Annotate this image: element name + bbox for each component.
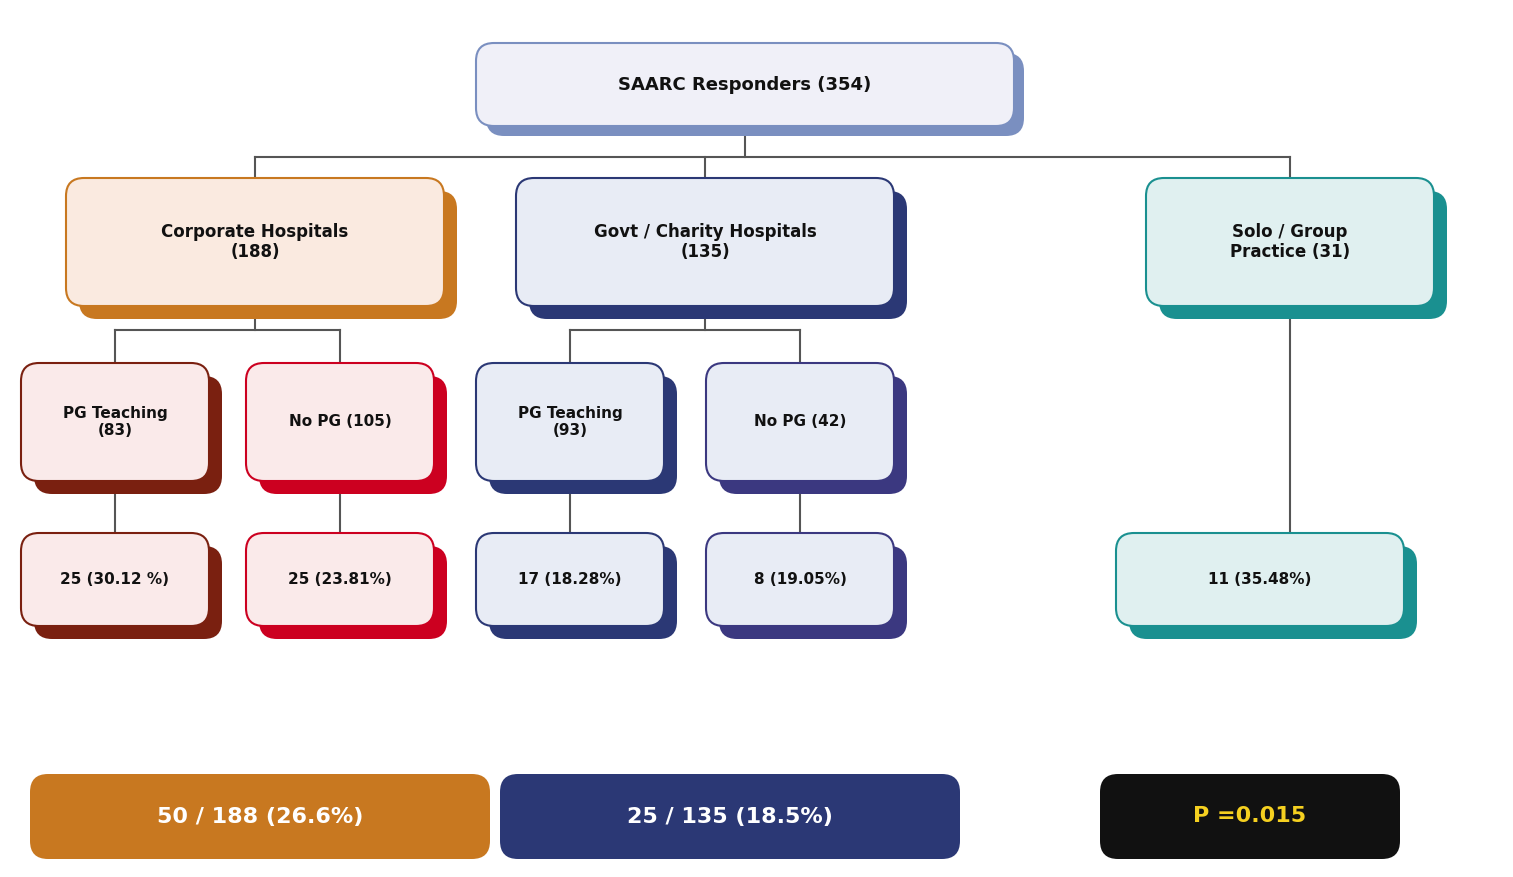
FancyBboxPatch shape xyxy=(1145,178,1434,306)
Text: 50 / 188 (26.6%): 50 / 188 (26.6%) xyxy=(157,807,363,826)
FancyBboxPatch shape xyxy=(499,774,961,859)
FancyBboxPatch shape xyxy=(247,363,434,481)
FancyBboxPatch shape xyxy=(707,533,894,626)
Text: 8 (19.05%): 8 (19.05%) xyxy=(753,572,846,587)
FancyBboxPatch shape xyxy=(21,533,209,626)
Text: No PG (42): No PG (42) xyxy=(753,415,846,430)
Text: Govt / Charity Hospitals
(135): Govt / Charity Hospitals (135) xyxy=(593,223,817,261)
Text: Corporate Hospitals
(188): Corporate Hospitals (188) xyxy=(162,223,348,261)
FancyBboxPatch shape xyxy=(530,191,906,319)
FancyBboxPatch shape xyxy=(33,546,222,639)
FancyBboxPatch shape xyxy=(33,376,222,494)
FancyBboxPatch shape xyxy=(30,774,490,859)
FancyBboxPatch shape xyxy=(21,363,209,481)
FancyBboxPatch shape xyxy=(486,53,1024,136)
FancyBboxPatch shape xyxy=(477,43,1014,126)
FancyBboxPatch shape xyxy=(1100,774,1400,859)
FancyBboxPatch shape xyxy=(79,191,457,319)
Text: P =0.015: P =0.015 xyxy=(1194,807,1307,826)
FancyBboxPatch shape xyxy=(1117,533,1404,626)
FancyBboxPatch shape xyxy=(489,376,676,494)
FancyBboxPatch shape xyxy=(516,178,894,306)
FancyBboxPatch shape xyxy=(489,546,676,639)
FancyBboxPatch shape xyxy=(719,376,906,494)
Text: 25 (30.12 %): 25 (30.12 %) xyxy=(61,572,169,587)
Text: 25 / 135 (18.5%): 25 / 135 (18.5%) xyxy=(626,807,834,826)
FancyBboxPatch shape xyxy=(259,546,446,639)
FancyBboxPatch shape xyxy=(707,363,894,481)
FancyBboxPatch shape xyxy=(247,533,434,626)
Text: No PG (105): No PG (105) xyxy=(289,415,392,430)
Text: SAARC Responders (354): SAARC Responders (354) xyxy=(619,75,871,94)
Text: 11 (35.48%): 11 (35.48%) xyxy=(1209,572,1312,587)
FancyBboxPatch shape xyxy=(67,178,443,306)
FancyBboxPatch shape xyxy=(259,376,446,494)
Text: 25 (23.81%): 25 (23.81%) xyxy=(287,572,392,587)
Text: Solo / Group
Practice (31): Solo / Group Practice (31) xyxy=(1230,223,1350,261)
Text: PG Teaching
(93): PG Teaching (93) xyxy=(517,406,622,438)
Text: PG Teaching
(83): PG Teaching (83) xyxy=(62,406,168,438)
Text: 17 (18.28%): 17 (18.28%) xyxy=(519,572,622,587)
FancyBboxPatch shape xyxy=(719,546,906,639)
FancyBboxPatch shape xyxy=(477,533,664,626)
FancyBboxPatch shape xyxy=(1129,546,1418,639)
FancyBboxPatch shape xyxy=(477,363,664,481)
FancyBboxPatch shape xyxy=(1159,191,1446,319)
